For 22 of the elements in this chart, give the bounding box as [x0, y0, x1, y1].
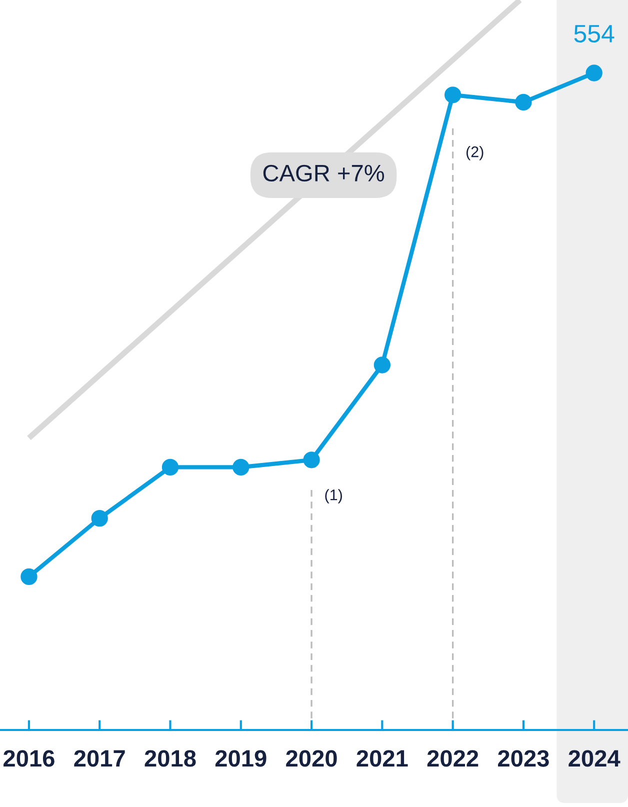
point	[515, 94, 532, 111]
x-tick-label: 2017	[74, 750, 125, 767]
point	[232, 458, 250, 476]
x-tick-label: 2018	[144, 750, 196, 767]
point	[162, 458, 179, 476]
point	[444, 86, 462, 104]
x-tick-label: 2022	[427, 750, 478, 767]
x-tick-label: 2019	[215, 750, 266, 767]
point	[586, 64, 602, 82]
x-tick-label: 2021	[356, 750, 408, 767]
point	[374, 356, 390, 374]
annotation: CAGR +7%	[263, 164, 384, 182]
point	[91, 510, 108, 527]
point	[20, 568, 38, 586]
point	[303, 452, 320, 468]
x-tick-label: 2020	[286, 750, 337, 767]
x-tick-label: 2023	[498, 750, 549, 767]
annotation: (2)	[466, 146, 484, 160]
annotation: (1)	[325, 489, 342, 504]
x-tick-label: 2024	[568, 750, 620, 767]
x-tick-label: 2016	[4, 750, 54, 767]
annotation: 554	[574, 25, 614, 43]
